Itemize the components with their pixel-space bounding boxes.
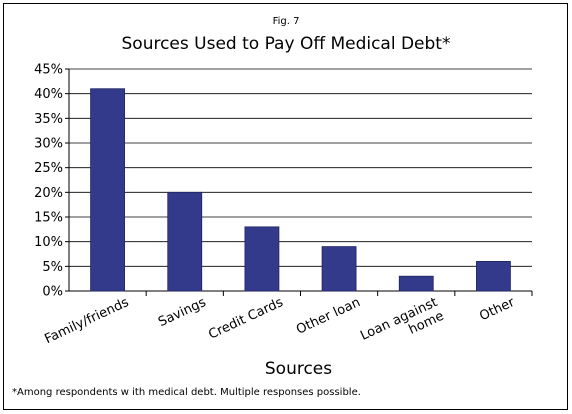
y-tick-label: 15% — [34, 211, 63, 226]
y-tick-label: 5% — [42, 260, 63, 275]
bar — [167, 191, 203, 292]
x-tick-label: Other loan — [294, 295, 363, 338]
figure-label: Fig. 7 — [272, 16, 300, 27]
y-tick-label: 0% — [42, 285, 63, 300]
y-tick-label: 10% — [34, 235, 63, 250]
x-tick-label: Family/friends — [42, 295, 131, 347]
y-tick-label: 40% — [34, 87, 63, 102]
bar — [244, 226, 280, 292]
chart-footnote: *Among respondents w ith medical debt. M… — [12, 387, 361, 398]
x-tick-label: Credit Cards — [206, 295, 285, 343]
x-tick-label: Savings — [156, 295, 209, 330]
y-tick-label: 30% — [34, 137, 63, 152]
bar — [321, 246, 357, 292]
y-tick-label: 25% — [34, 161, 63, 176]
bar — [476, 260, 511, 292]
y-tick-label: 45% — [34, 63, 63, 78]
y-tick-label: 35% — [34, 112, 63, 127]
bar — [398, 275, 434, 292]
x-tick-label: Other — [477, 295, 517, 324]
x-axis-title: Sources — [265, 359, 332, 379]
bar — [90, 88, 125, 292]
y-tick-label: 20% — [34, 186, 63, 201]
chart-title: Sources Used to Pay Off Medical Debt* — [121, 34, 451, 54]
